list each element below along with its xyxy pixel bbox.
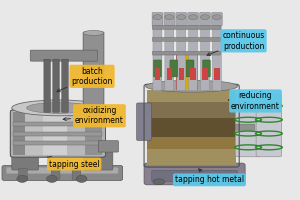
Bar xyxy=(214,68,220,80)
Bar xyxy=(85,112,102,155)
Bar xyxy=(194,55,198,90)
FancyBboxPatch shape xyxy=(212,17,221,91)
Text: tapping steel: tapping steel xyxy=(47,157,100,169)
FancyBboxPatch shape xyxy=(152,12,163,26)
Ellipse shape xyxy=(27,102,92,113)
Circle shape xyxy=(17,175,28,182)
Bar xyxy=(185,55,189,90)
Bar xyxy=(147,118,236,137)
Bar xyxy=(167,55,171,90)
FancyBboxPatch shape xyxy=(235,124,255,130)
FancyBboxPatch shape xyxy=(153,17,162,91)
FancyBboxPatch shape xyxy=(212,12,222,26)
Bar xyxy=(147,102,236,118)
Text: oxidizing
environment: oxidizing environment xyxy=(63,106,124,125)
Ellipse shape xyxy=(189,15,198,20)
FancyBboxPatch shape xyxy=(189,17,198,91)
Bar xyxy=(155,68,160,80)
Bar xyxy=(43,112,67,155)
FancyBboxPatch shape xyxy=(62,59,68,112)
FancyBboxPatch shape xyxy=(2,165,123,180)
Bar xyxy=(147,149,236,165)
FancyBboxPatch shape xyxy=(13,141,102,145)
FancyBboxPatch shape xyxy=(13,122,102,126)
Circle shape xyxy=(46,175,57,182)
Bar xyxy=(147,90,236,102)
Ellipse shape xyxy=(12,100,107,116)
Ellipse shape xyxy=(165,15,174,20)
FancyBboxPatch shape xyxy=(235,94,261,157)
Bar xyxy=(203,55,207,90)
FancyBboxPatch shape xyxy=(235,104,255,110)
Ellipse shape xyxy=(258,94,280,99)
FancyBboxPatch shape xyxy=(165,17,174,91)
FancyBboxPatch shape xyxy=(152,170,237,182)
FancyBboxPatch shape xyxy=(256,94,282,157)
Bar xyxy=(158,55,163,90)
FancyBboxPatch shape xyxy=(98,141,118,152)
FancyBboxPatch shape xyxy=(44,59,50,112)
Ellipse shape xyxy=(146,80,238,92)
FancyBboxPatch shape xyxy=(202,60,210,77)
FancyBboxPatch shape xyxy=(200,12,210,26)
FancyBboxPatch shape xyxy=(154,60,161,77)
FancyBboxPatch shape xyxy=(30,50,98,61)
FancyBboxPatch shape xyxy=(170,60,178,77)
Ellipse shape xyxy=(177,179,189,185)
FancyBboxPatch shape xyxy=(53,59,59,112)
Bar xyxy=(190,68,196,80)
FancyBboxPatch shape xyxy=(152,26,220,29)
Text: reducing
environment: reducing environment xyxy=(228,91,280,111)
FancyBboxPatch shape xyxy=(83,148,113,170)
Bar xyxy=(202,68,208,80)
FancyBboxPatch shape xyxy=(144,163,245,185)
Bar xyxy=(167,68,172,80)
Circle shape xyxy=(76,175,87,182)
Bar xyxy=(178,68,184,80)
FancyBboxPatch shape xyxy=(186,60,194,77)
Ellipse shape xyxy=(206,179,218,185)
Text: tapping hot metal: tapping hot metal xyxy=(175,169,244,184)
Bar xyxy=(176,55,180,90)
FancyBboxPatch shape xyxy=(10,110,105,157)
FancyBboxPatch shape xyxy=(188,12,198,26)
FancyBboxPatch shape xyxy=(152,37,220,41)
FancyBboxPatch shape xyxy=(72,169,81,179)
FancyBboxPatch shape xyxy=(83,32,104,113)
Bar xyxy=(67,112,85,155)
Bar xyxy=(147,137,236,149)
FancyBboxPatch shape xyxy=(12,148,38,170)
Ellipse shape xyxy=(237,94,259,99)
Ellipse shape xyxy=(177,15,186,20)
Bar xyxy=(13,112,25,155)
Ellipse shape xyxy=(227,179,239,185)
Ellipse shape xyxy=(153,15,162,20)
Bar xyxy=(25,112,43,155)
Text: continuous
production: continuous production xyxy=(207,31,265,56)
FancyBboxPatch shape xyxy=(152,51,220,55)
Ellipse shape xyxy=(200,15,209,20)
FancyBboxPatch shape xyxy=(51,169,60,179)
Ellipse shape xyxy=(153,179,165,185)
Ellipse shape xyxy=(212,15,221,20)
FancyBboxPatch shape xyxy=(164,12,175,26)
FancyBboxPatch shape xyxy=(6,167,118,174)
FancyBboxPatch shape xyxy=(19,169,27,179)
Ellipse shape xyxy=(83,30,104,35)
FancyBboxPatch shape xyxy=(13,132,102,136)
Text: batch
production: batch production xyxy=(57,67,113,92)
FancyBboxPatch shape xyxy=(176,12,187,26)
FancyBboxPatch shape xyxy=(177,17,186,91)
FancyBboxPatch shape xyxy=(200,17,209,91)
FancyBboxPatch shape xyxy=(136,103,152,140)
